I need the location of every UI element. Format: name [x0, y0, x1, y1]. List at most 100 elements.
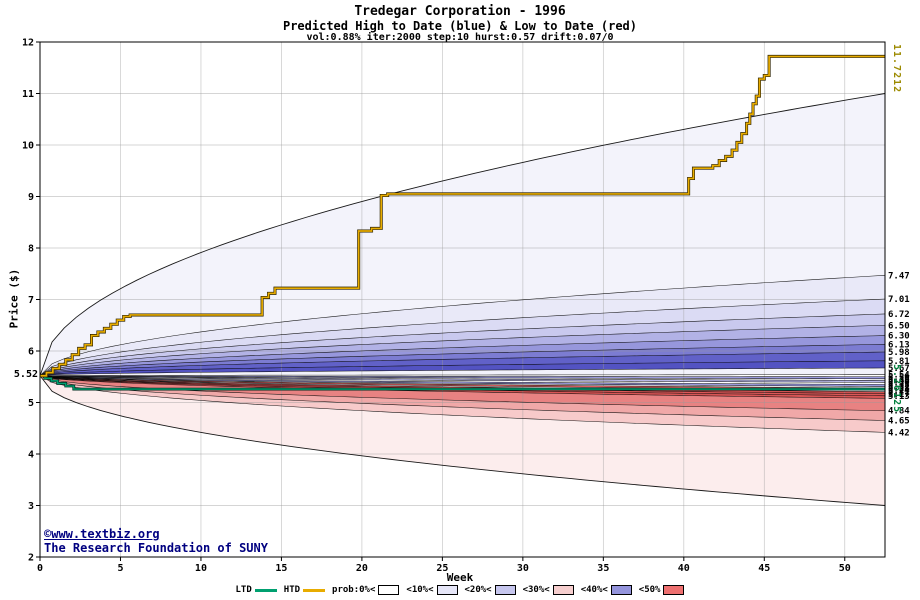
y-tick-label: 5	[28, 398, 34, 409]
right-price-label: 5.21	[888, 388, 910, 398]
legend-swatch	[610, 585, 632, 595]
prob-band	[40, 93, 885, 376]
prob-band	[40, 275, 885, 376]
right-price-label: 5.17	[888, 390, 910, 400]
right-price-label: 7.01	[888, 295, 910, 305]
prob-boundary-line	[39, 375, 886, 389]
legend-label: LTD	[235, 585, 252, 595]
legend-label: <50%	[638, 585, 661, 595]
y-tick-label: 4	[28, 450, 34, 461]
prob-band	[40, 335, 885, 376]
x-axis-title: Week	[446, 571, 474, 584]
legend-swatch	[436, 585, 458, 595]
prob-boundary-line	[39, 344, 886, 376]
prob-band	[40, 375, 885, 387]
chart-subtitle: Predicted High to Date (blue) & Low to D…	[282, 19, 637, 33]
prob-boundary-line	[39, 375, 886, 383]
x-tick-label: 10	[195, 563, 207, 574]
prob-band	[40, 375, 885, 421]
legend-swatch	[663, 585, 685, 595]
chart-params: vol:0.88% iter:2000 step:10 hurst:0.57 d…	[306, 32, 614, 43]
x-tick-label: 30	[517, 563, 529, 574]
prob-band	[40, 375, 885, 506]
prob-boundary-line	[39, 367, 886, 376]
x-tick-label: 50	[839, 563, 851, 574]
y-tick-label: 10	[22, 141, 34, 152]
prob-band	[40, 375, 885, 411]
right-price-label: 6.50	[888, 321, 910, 331]
x-tick-label: 15	[275, 563, 287, 574]
right-price-label: 7.47	[888, 271, 910, 281]
right-price-label: 5.98	[888, 348, 910, 358]
legend-label: <20%<	[464, 585, 492, 595]
right-price-label: 5.13	[888, 392, 910, 402]
prob-boundary-line	[39, 324, 886, 376]
prob-boundary-line	[39, 375, 886, 378]
y-tick-label: 12	[22, 38, 34, 49]
right-price-label: 5.31	[888, 383, 910, 393]
y-tick-label: 2	[28, 553, 34, 564]
right-price-label: 5.39	[888, 378, 910, 388]
prob-band	[40, 298, 885, 376]
prob-boundary-line	[39, 93, 886, 376]
right-price-label: 5.67	[888, 364, 910, 374]
legend-item-3: <10%<	[406, 585, 458, 595]
legend-swatch	[494, 585, 516, 595]
htd-final-value-label: 11.7212	[891, 44, 902, 94]
prob-boundary-line	[39, 335, 886, 376]
prob-band	[40, 344, 885, 376]
legend: LTD HTD prob:0%< <10%< <20%< <30%< <40%< <50%	[0, 585, 920, 595]
prob-boundary-line	[39, 375, 886, 421]
y-tick-label: 9	[28, 192, 34, 203]
prob-boundary-line	[39, 375, 886, 385]
textbiz-link[interactable]: ©www.textbiz.org	[44, 527, 160, 541]
x-tick-label: 20	[356, 563, 368, 574]
legend-item-5: <30%<	[523, 585, 574, 595]
right-price-label: 5.54	[888, 371, 910, 381]
right-price-label: 5.81	[888, 357, 910, 367]
right-price-label: 4.42	[888, 428, 910, 438]
prob-band	[40, 352, 885, 376]
prob-boundary-line	[39, 375, 886, 506]
legend-item-0: LTD	[236, 585, 277, 595]
legend-label: <10%<	[406, 585, 434, 595]
prob-boundary-line	[39, 351, 886, 376]
prob-band	[40, 360, 885, 376]
legend-item-1: HTD	[283, 585, 326, 595]
x-tick-label: 25	[436, 563, 448, 574]
legend-swatch	[303, 588, 326, 592]
right-price-label: 6.13	[888, 340, 910, 350]
legend-item-4: <20%<	[465, 585, 516, 595]
legend-swatch	[378, 585, 400, 595]
prob-band	[40, 375, 885, 399]
suny-credit: The Research Foundation of SUNY	[44, 541, 268, 555]
legend-label: <40%<	[580, 585, 608, 595]
y-tick-label: 11	[22, 89, 34, 100]
right-price-label: 5.28	[888, 384, 910, 394]
right-price-label: 5.24	[888, 386, 910, 396]
right-price-label: 4.84	[888, 407, 910, 417]
prob-band	[40, 325, 885, 376]
y-tick-label: 7	[28, 295, 34, 306]
ltd-line	[40, 375, 885, 390]
prob-boundary-line	[39, 374, 886, 376]
prob-boundary-line	[39, 375, 886, 381]
right-price-label: 6.30	[888, 332, 910, 342]
start-price-label: 5.52	[13, 369, 38, 380]
legend-label: HTD	[283, 585, 301, 595]
htd-line	[40, 55, 885, 377]
legend-item-2: prob:0%<	[332, 585, 400, 595]
prob-band	[40, 375, 885, 394]
legend-label: prob:0%<	[332, 585, 376, 595]
right-price-label: 5.50	[888, 373, 910, 383]
prob-band	[40, 313, 885, 376]
x-tick-label: 35	[597, 563, 609, 574]
x-tick-label: 45	[758, 563, 770, 574]
prob-boundary-line	[39, 275, 886, 376]
prob-boundary-line	[39, 313, 886, 376]
prob-boundary-line	[39, 298, 886, 376]
legend-swatch	[552, 585, 574, 595]
prob-boundary-line	[39, 375, 886, 433]
